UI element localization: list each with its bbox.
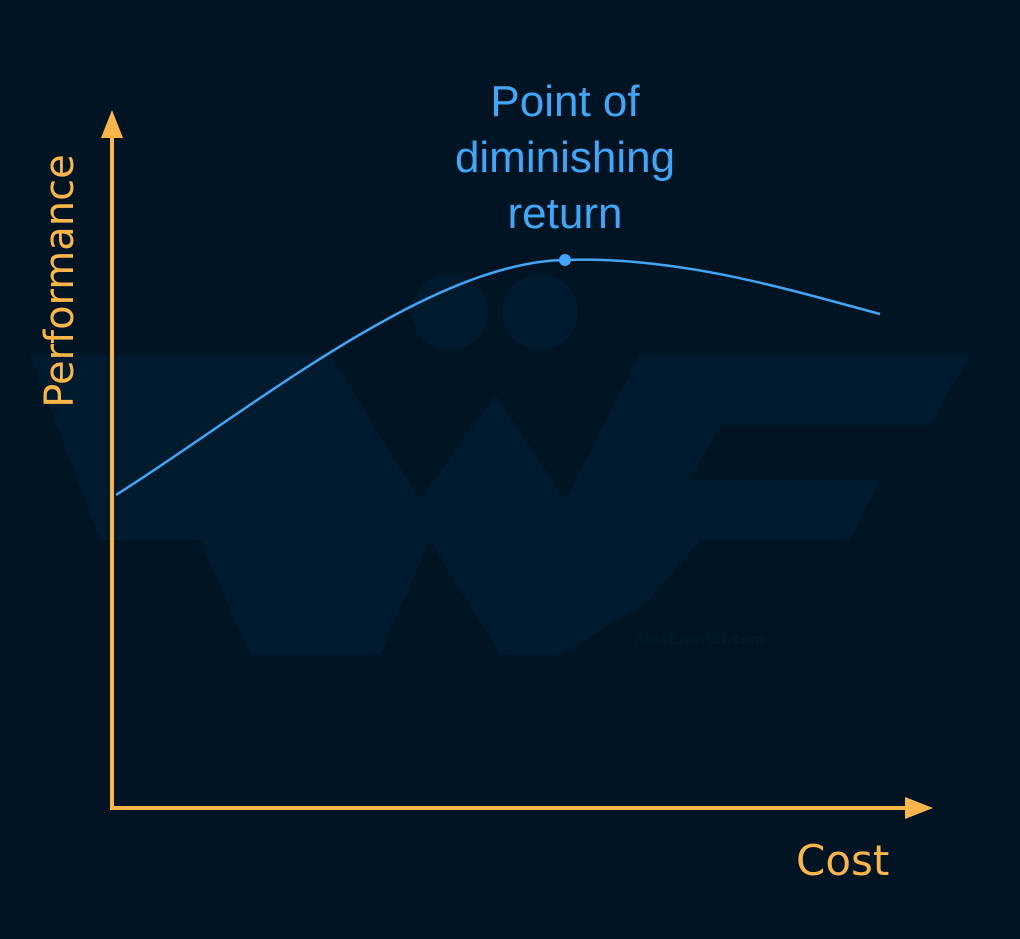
x-axis-label: Cost (796, 836, 890, 885)
annotation-line: Point of (490, 77, 640, 126)
x-axis-arrow-icon (905, 797, 933, 819)
y-axis-arrow-icon (101, 110, 123, 138)
y-axis-label: Performance (37, 154, 83, 408)
diminishing-return-point (559, 254, 571, 266)
performance-curve (115, 258, 881, 497)
watermark-text: AlexEwerlof.com (634, 632, 765, 648)
annotation-line: diminishing (454, 133, 676, 182)
y-axis (101, 110, 123, 808)
watermark-logo (30, 274, 970, 655)
annotation-line: return (507, 189, 623, 238)
annotation-label: Point of diminishing return (415, 74, 715, 242)
x-axis (110, 797, 933, 819)
